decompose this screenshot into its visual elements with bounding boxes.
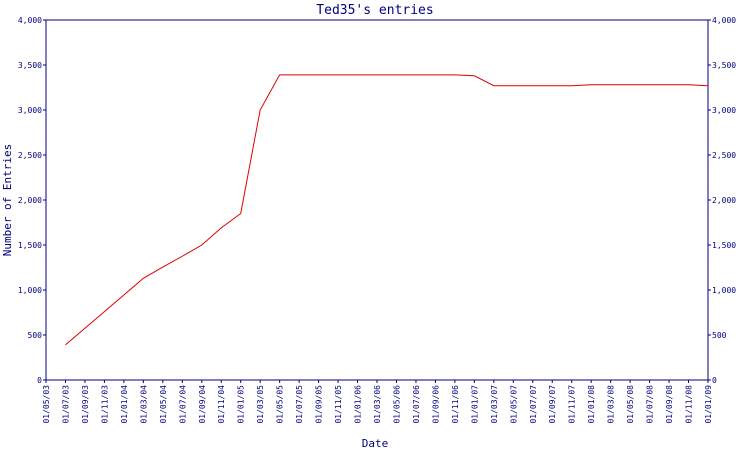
x-tick-label: 01/03/08: [607, 385, 616, 424]
x-tick-label: 01/01/04: [120, 385, 129, 424]
x-tick-label: 01/05/06: [392, 385, 401, 424]
y-tick-label: 4,000: [18, 16, 42, 25]
x-tick-label: 01/09/04: [198, 385, 207, 424]
y-tick-label: 1,000: [18, 286, 42, 295]
x-tick-label: 01/07/06: [412, 385, 421, 424]
x-tick-label: 01/11/07: [568, 385, 577, 424]
y-tick-label: 3,500: [18, 61, 42, 70]
x-tick-label: 01/01/06: [354, 385, 363, 424]
x-tick-label: 01/03/07: [490, 385, 499, 424]
x-tick-label: 01/09/07: [548, 385, 557, 424]
y2-tick-label: 3,500: [712, 61, 736, 70]
y2-tick-label: 3,000: [712, 106, 736, 115]
x-tick-label: 01/07/05: [295, 385, 304, 424]
x-tick-label: 01/11/03: [100, 385, 109, 424]
x-tick-label: 01/05/05: [276, 385, 285, 424]
x-tick-label: 01/11/06: [451, 385, 460, 424]
x-tick-label: 01/03/06: [373, 385, 382, 424]
x-tick-label: 01/07/07: [529, 385, 538, 424]
x-tick-label: 01/07/04: [178, 385, 187, 424]
x-tick-label: 01/01/08: [587, 385, 596, 424]
y-tick-label: 0: [37, 376, 42, 385]
x-tick-label: 01/05/07: [509, 385, 518, 424]
y-tick-label: 500: [28, 331, 43, 340]
x-tick-label: 01/09/06: [431, 385, 440, 424]
x-tick-label: 01/01/07: [470, 385, 479, 424]
y2-tick-label: 2,000: [712, 196, 736, 205]
x-tick-label: 01/05/04: [159, 385, 168, 424]
chart-title: Ted35's entries: [316, 3, 433, 18]
y2-tick-label: 500: [712, 331, 727, 340]
x-tick-label: 01/09/03: [81, 385, 90, 424]
plot-frame: [45, 19, 709, 381]
y-tick-label: 1,500: [18, 241, 42, 250]
x-tick-label: 01/09/05: [315, 385, 324, 424]
y-tick-label: 2,000: [18, 196, 42, 205]
y2-tick-label: 2,500: [712, 151, 736, 160]
x-tick-label: 01/03/04: [139, 385, 148, 424]
x-tick-label: 01/01/05: [237, 385, 246, 424]
data-line: [65, 74, 709, 346]
y-tick-label: 3,000: [18, 106, 42, 115]
x-tick-label: 01/11/04: [217, 385, 226, 424]
x-tick-label: 01/11/05: [334, 385, 343, 424]
x-tick-label: 01/03/05: [256, 385, 265, 424]
y-axis-label: Number of Entries: [1, 144, 14, 257]
y-tick-label: 2,500: [18, 151, 42, 160]
x-axis-label: Date: [362, 437, 389, 450]
y2-tick-label: 4,000: [712, 16, 736, 25]
x-tick-label: 01/05/03: [42, 385, 51, 424]
y2-tick-label: 0: [712, 376, 717, 385]
x-tick-label: 01/07/08: [646, 385, 655, 424]
x-tick-label: 01/07/03: [61, 385, 70, 424]
y2-tick-label: 1,000: [712, 286, 736, 295]
x-tick-label: 01/11/08: [685, 385, 694, 424]
x-tick-label: 01/05/08: [626, 385, 635, 424]
x-tick-label: 01/01/09: [704, 385, 713, 424]
y2-tick-label: 1,500: [712, 241, 736, 250]
x-tick-label: 01/09/08: [665, 385, 674, 424]
